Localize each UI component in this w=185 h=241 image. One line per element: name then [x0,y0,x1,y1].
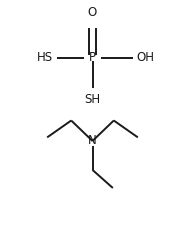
Text: SH: SH [84,93,101,106]
Text: N: N [88,134,97,147]
Text: P: P [89,51,96,64]
Text: HS: HS [37,51,53,64]
Text: O: O [88,6,97,19]
Text: OH: OH [136,51,154,64]
